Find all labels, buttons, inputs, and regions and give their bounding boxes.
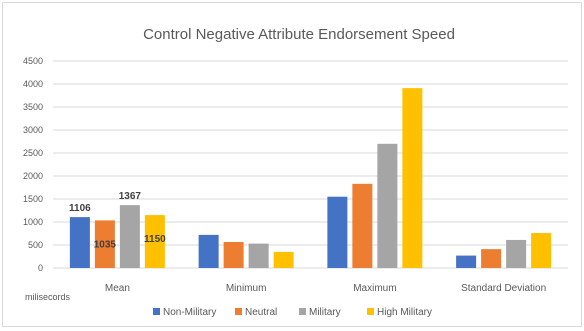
y-tick-label: 500	[28, 240, 43, 250]
chart-frame: Control Negative Attribute Endorsement S…	[2, 2, 582, 327]
chart-title: Control Negative Attribute Endorsement S…	[143, 26, 455, 43]
x-axis: Mean Minimum Maximum Standard Deviation	[105, 283, 546, 294]
bar-chart: Control Negative Attribute Endorsement S…	[23, 26, 568, 318]
bar	[531, 233, 552, 268]
data-label: 1106	[69, 203, 91, 214]
x-tick-label: Mean	[105, 283, 130, 294]
legend-label: Non-Military	[163, 307, 216, 318]
y-tick-label: 2000	[23, 171, 43, 181]
x-tick-label: Standard Deviation	[461, 283, 546, 294]
y-tick-label: 3000	[23, 125, 43, 135]
y-tick-label: 4500	[23, 56, 43, 66]
data-labels: 1106 1035 1367 1150	[69, 191, 166, 250]
legend-swatch	[367, 308, 374, 315]
bar	[456, 255, 477, 268]
bar	[402, 88, 423, 268]
y-axis-unit-label: milisecords	[25, 292, 71, 302]
bar	[144, 215, 165, 268]
legend-swatch	[235, 308, 242, 315]
legend-label: Neutral	[245, 307, 277, 318]
bar	[69, 217, 90, 268]
y-tick-label: 2500	[23, 148, 43, 158]
legend: Non-Military Neutral Military High Military	[153, 307, 432, 318]
y-tick-label: 1000	[23, 217, 43, 227]
bar	[94, 220, 115, 268]
y-tick-label: 1500	[23, 194, 43, 204]
bars	[69, 88, 552, 268]
bar	[119, 205, 140, 268]
bar	[327, 196, 348, 268]
bar	[273, 251, 294, 268]
y-tick-label: 3500	[23, 102, 43, 112]
bar	[506, 239, 527, 268]
bar	[248, 243, 269, 268]
bar	[198, 234, 219, 268]
y-tick-label: 0	[38, 263, 43, 273]
x-tick-label: Maximum	[353, 283, 396, 294]
data-label: 1367	[119, 191, 142, 202]
legend-label: Military	[309, 307, 341, 318]
legend-label: High Military	[377, 307, 432, 318]
legend-swatch	[153, 308, 160, 315]
y-tick-label: 4000	[23, 79, 43, 89]
bar	[377, 143, 398, 268]
data-label: 1150	[144, 234, 166, 245]
x-tick-label: Minimum	[226, 283, 267, 294]
bar	[481, 249, 502, 268]
bar	[223, 242, 244, 268]
y-axis: 0 500 1000 1500 2000 2500 3000 3500 4000 4500	[23, 56, 43, 273]
data-label: 1035	[94, 239, 117, 250]
legend-swatch	[299, 308, 306, 315]
bar	[352, 183, 373, 268]
